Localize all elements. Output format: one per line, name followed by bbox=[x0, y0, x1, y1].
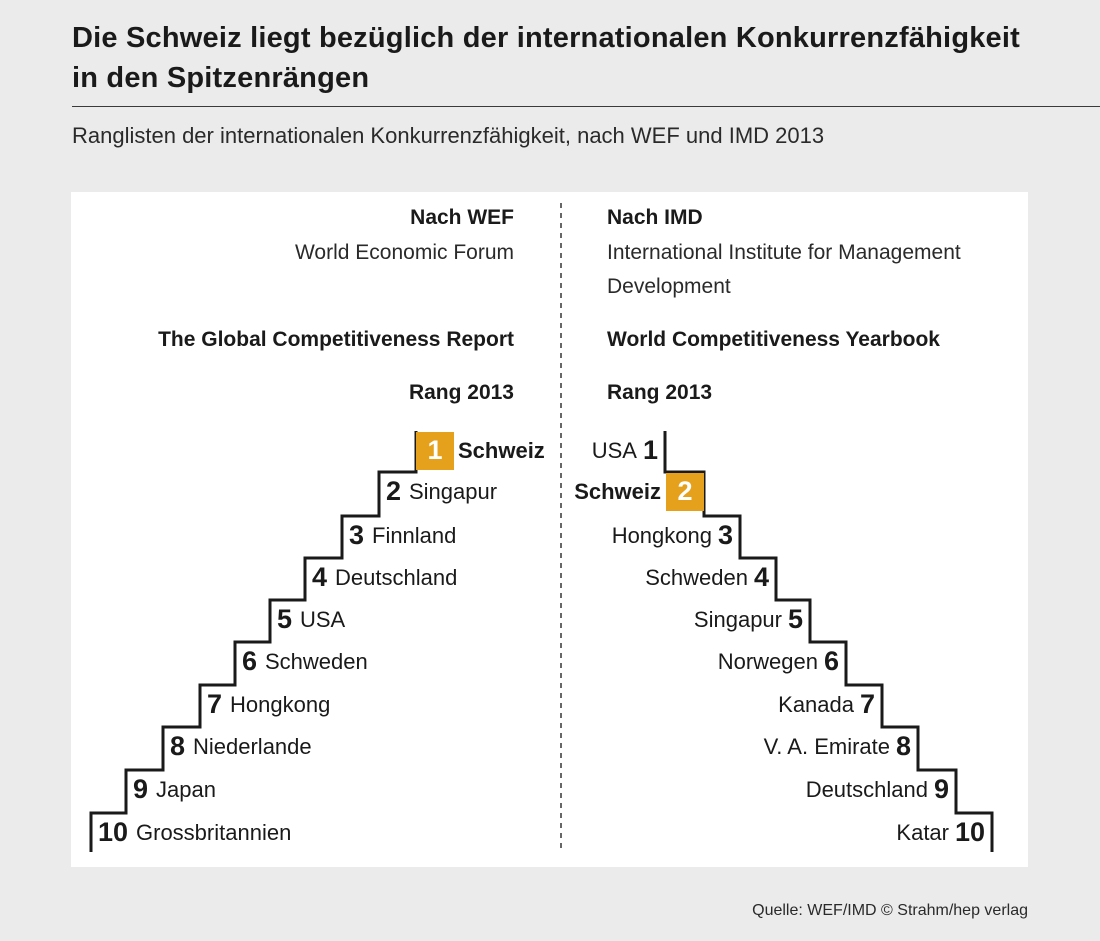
title-line-2: in den Spitzenrängen bbox=[72, 62, 370, 94]
source-note: Quelle: WEF/IMD © Strahm/hep verlag bbox=[752, 902, 1028, 919]
right-country-label-9: Deutschland bbox=[806, 777, 928, 802]
right-country-label-2: Schweiz bbox=[574, 479, 661, 504]
chart-subtitle: Ranglisten der internationalen Konkurren… bbox=[72, 123, 825, 148]
right-country-label-3: Hongkong bbox=[612, 523, 712, 548]
left-country-label-9: Japan bbox=[156, 777, 216, 802]
right-country-label-5: Singapur bbox=[694, 607, 782, 632]
wef-rank-label: Rang 2013 bbox=[409, 381, 514, 404]
title-divider bbox=[72, 106, 1100, 107]
highlight-box-left-rank-1 bbox=[416, 432, 454, 470]
right-country-label-6: Norwegen bbox=[718, 649, 818, 674]
right-country-label-10: Katar bbox=[896, 820, 949, 845]
right-country-label-4: Schweden bbox=[645, 565, 748, 590]
chart-panel bbox=[71, 192, 1028, 867]
left-rank-number-6: 6 bbox=[242, 646, 257, 676]
right-rank-number-9: 9 bbox=[934, 774, 949, 804]
imd-rank-label: Rang 2013 bbox=[607, 381, 712, 404]
wef-org: World Economic Forum bbox=[295, 241, 514, 264]
left-rank-number-10: 10 bbox=[98, 817, 128, 847]
highlight-box-right-rank-2 bbox=[666, 473, 704, 511]
left-rank-number-7: 7 bbox=[207, 689, 222, 719]
left-country-label-3: Finnland bbox=[372, 523, 456, 548]
wef-report: The Global Competitiveness Report bbox=[158, 328, 514, 351]
wef-heading: Nach WEF bbox=[410, 206, 514, 229]
imd-report: World Competitiveness Yearbook bbox=[607, 328, 940, 351]
imd-org-line-1: International Institute for Management bbox=[607, 241, 961, 264]
left-country-label-6: Schweden bbox=[265, 649, 368, 674]
right-country-label-7: Kanada bbox=[778, 692, 855, 717]
left-rank-number-2: 2 bbox=[386, 476, 401, 506]
left-country-label-10: Grossbritannien bbox=[136, 820, 291, 845]
stair-outline bbox=[663, 431, 994, 852]
right-rank-number-8: 8 bbox=[896, 731, 911, 761]
left-rank-number-9: 9 bbox=[133, 774, 148, 804]
stair-outline bbox=[89, 431, 418, 852]
left-rank-number-8: 8 bbox=[170, 731, 185, 761]
left-country-label-4: Deutschland bbox=[335, 565, 457, 590]
right-rank-number-7: 7 bbox=[860, 689, 875, 719]
right-rank-number-10: 10 bbox=[955, 817, 985, 847]
right-rank-number-6: 6 bbox=[824, 646, 839, 676]
left-country-label-8: Niederlande bbox=[193, 734, 312, 759]
right-rank-number-5: 5 bbox=[788, 604, 803, 634]
left-country-label-7: Hongkong bbox=[230, 692, 330, 717]
left-rank-number-3: 3 bbox=[349, 520, 364, 550]
chart-title: Die Schweiz liegt bezüglich der internat… bbox=[72, 18, 1072, 98]
left-country-label-1: Schweiz bbox=[458, 438, 545, 463]
right-rank-number-1: 1 bbox=[643, 435, 658, 465]
right-rank-number-3: 3 bbox=[718, 520, 733, 550]
title-line-1: Die Schweiz liegt bezüglich der internat… bbox=[72, 22, 1020, 54]
left-rank-number-5: 5 bbox=[277, 604, 292, 634]
imd-heading: Nach IMD bbox=[607, 206, 703, 229]
imd-org-line-2: Development bbox=[607, 275, 731, 298]
left-rank-number-1: 1 bbox=[427, 435, 442, 465]
right-country-label-1: USA bbox=[592, 438, 638, 463]
left-country-label-5: USA bbox=[300, 607, 346, 632]
left-country-label-2: Singapur bbox=[409, 479, 497, 504]
right-rank-number-2: 2 bbox=[677, 476, 692, 506]
right-rank-number-4: 4 bbox=[754, 562, 769, 592]
left-rank-number-4: 4 bbox=[312, 562, 327, 592]
wef-staircase: 1 Schweiz 2 Singapur 3 Finnland 4 Deutschland 5 U… bbox=[89, 431, 545, 852]
right-country-label-8: V. A. Emirate bbox=[764, 734, 890, 759]
